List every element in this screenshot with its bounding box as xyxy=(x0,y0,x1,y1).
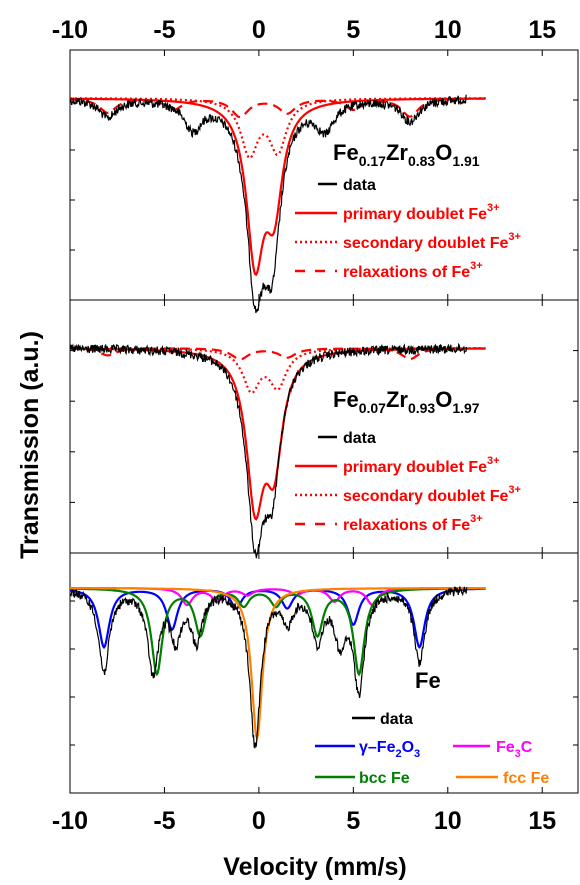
formula-annotation: Fe xyxy=(415,668,441,693)
legend: data primary doublet Fe3+ secondary double… xyxy=(295,177,521,281)
formula-part: Fe xyxy=(333,140,359,165)
top-tick-label: -5 xyxy=(153,16,175,44)
series-data-line xyxy=(69,586,468,749)
formula-part: 1.97 xyxy=(452,400,479,416)
formula-part: Zr xyxy=(386,140,408,165)
legend-label: γ–Fe2O3 xyxy=(359,739,420,760)
series-fit-line xyxy=(70,97,486,119)
formula-annotation: Fe0.17Zr0.83O1.91 xyxy=(333,140,480,169)
series-data-line xyxy=(69,342,468,559)
formula-part: Fe xyxy=(415,668,441,693)
top-tick-label: 15 xyxy=(528,16,556,44)
bottom-tick-label: 0 xyxy=(252,807,266,835)
y-axis-title: Transmission (a.u.) xyxy=(16,331,44,559)
legend-label: relaxations of Fe3+ xyxy=(343,513,483,534)
bottom-tick-labels: -10 -5 0 5 10 15 xyxy=(52,807,556,835)
chart-panel: Fe data γ–Fe2O3 Fe3C bcc Fe fcc Fe xyxy=(69,552,579,794)
legend-label: Fe3C xyxy=(496,739,533,760)
top-tick-label: 5 xyxy=(346,16,360,44)
legend: data γ–Fe2O3 Fe3C bcc Fe fcc Fe xyxy=(315,711,549,787)
legend-label: data xyxy=(380,711,413,728)
bottom-tick-label: 5 xyxy=(346,807,360,835)
formula-part: 0.17 xyxy=(359,153,386,169)
legend: data primary doublet Fe3+ secondary double… xyxy=(295,430,521,534)
panel-frame xyxy=(69,49,579,301)
formula-part: 0.07 xyxy=(359,400,386,416)
panel-frame xyxy=(69,552,579,794)
formula-annotation: Fe0.07Zr0.93O1.97 xyxy=(333,387,480,416)
series-fit-line xyxy=(70,587,486,742)
x-axis-title: Velocity (mm/s) xyxy=(223,853,406,881)
legend-label: data xyxy=(343,430,376,447)
legend-label: primary doublet Fe3+ xyxy=(343,455,500,476)
top-tick-labels: -10 -5 0 5 10 15 xyxy=(52,16,556,44)
bottom-tick-label: -10 xyxy=(52,807,88,835)
formula-part: O xyxy=(435,387,452,412)
top-tick-label: 10 xyxy=(434,16,462,44)
formula-part: Fe xyxy=(333,387,359,412)
formula-part: O xyxy=(435,140,452,165)
chart-panel: Fe0.17Zr0.83O1.91 data primary doublet Fe3… xyxy=(69,49,579,314)
legend-label: relaxations of Fe3+ xyxy=(343,260,483,281)
legend-label: primary doublet Fe3+ xyxy=(343,202,500,223)
chart-panel: Fe0.07Zr0.93O1.97 data primary doublet Fe3… xyxy=(69,299,579,559)
legend-label: fcc Fe xyxy=(503,770,549,787)
legend-label: data xyxy=(343,177,376,194)
series-fit-line xyxy=(70,587,486,677)
formula-part: 0.83 xyxy=(408,153,435,169)
panel-frame xyxy=(69,299,579,554)
top-tick-label: -10 xyxy=(52,16,88,44)
formula-part: 0.93 xyxy=(408,400,435,416)
legend-label: bcc Fe xyxy=(359,770,410,787)
legend-label: secondary doublet Fe3+ xyxy=(343,484,521,505)
bottom-tick-label: 10 xyxy=(434,807,462,835)
top-tick-label: 0 xyxy=(252,16,266,44)
legend-label: secondary doublet Fe3+ xyxy=(343,231,521,252)
bottom-tick-label: -5 xyxy=(153,807,175,835)
series-fit-line xyxy=(69,587,486,650)
series-data-line xyxy=(69,94,467,314)
bottom-tick-label: 15 xyxy=(528,807,556,835)
formula-part: Zr xyxy=(386,387,408,412)
formula-part: 1.91 xyxy=(452,153,479,169)
